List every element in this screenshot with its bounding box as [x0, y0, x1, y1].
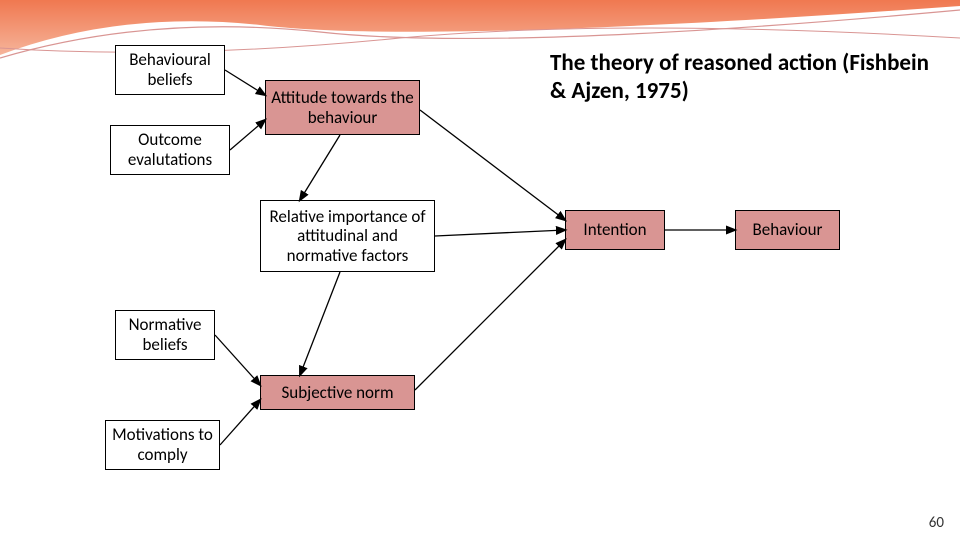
node-attitude: Attitude towards the behaviour [265, 80, 420, 135]
diagram-arrow [215, 335, 260, 385]
diagram-arrow [220, 400, 260, 445]
node-subjective-norm: Subjective norm [260, 375, 415, 410]
node-behaviour: Behaviour [735, 210, 840, 250]
node-relative-importance: Relative importance of attitudinal and n… [260, 200, 435, 272]
diagram-arrow [435, 230, 565, 236]
slide-title: The theory of reasoned action (Fishbein … [550, 50, 930, 105]
diagram-arrow [420, 110, 565, 220]
node-motivations-to-comply: Motivations to comply [105, 420, 220, 470]
node-normative-beliefs: Normative beliefs [115, 310, 215, 360]
diagram-arrow [300, 272, 340, 375]
diagram-arrow [415, 240, 565, 390]
node-outcome-evaluations: Outcome evalutations [110, 125, 230, 175]
diagram-arrow [230, 120, 265, 150]
diagram-arrow [300, 135, 340, 200]
node-behavioural-beliefs: Behavioural beliefs [115, 45, 225, 95]
page-number: 60 [929, 514, 944, 532]
node-intention: Intention [565, 210, 665, 250]
